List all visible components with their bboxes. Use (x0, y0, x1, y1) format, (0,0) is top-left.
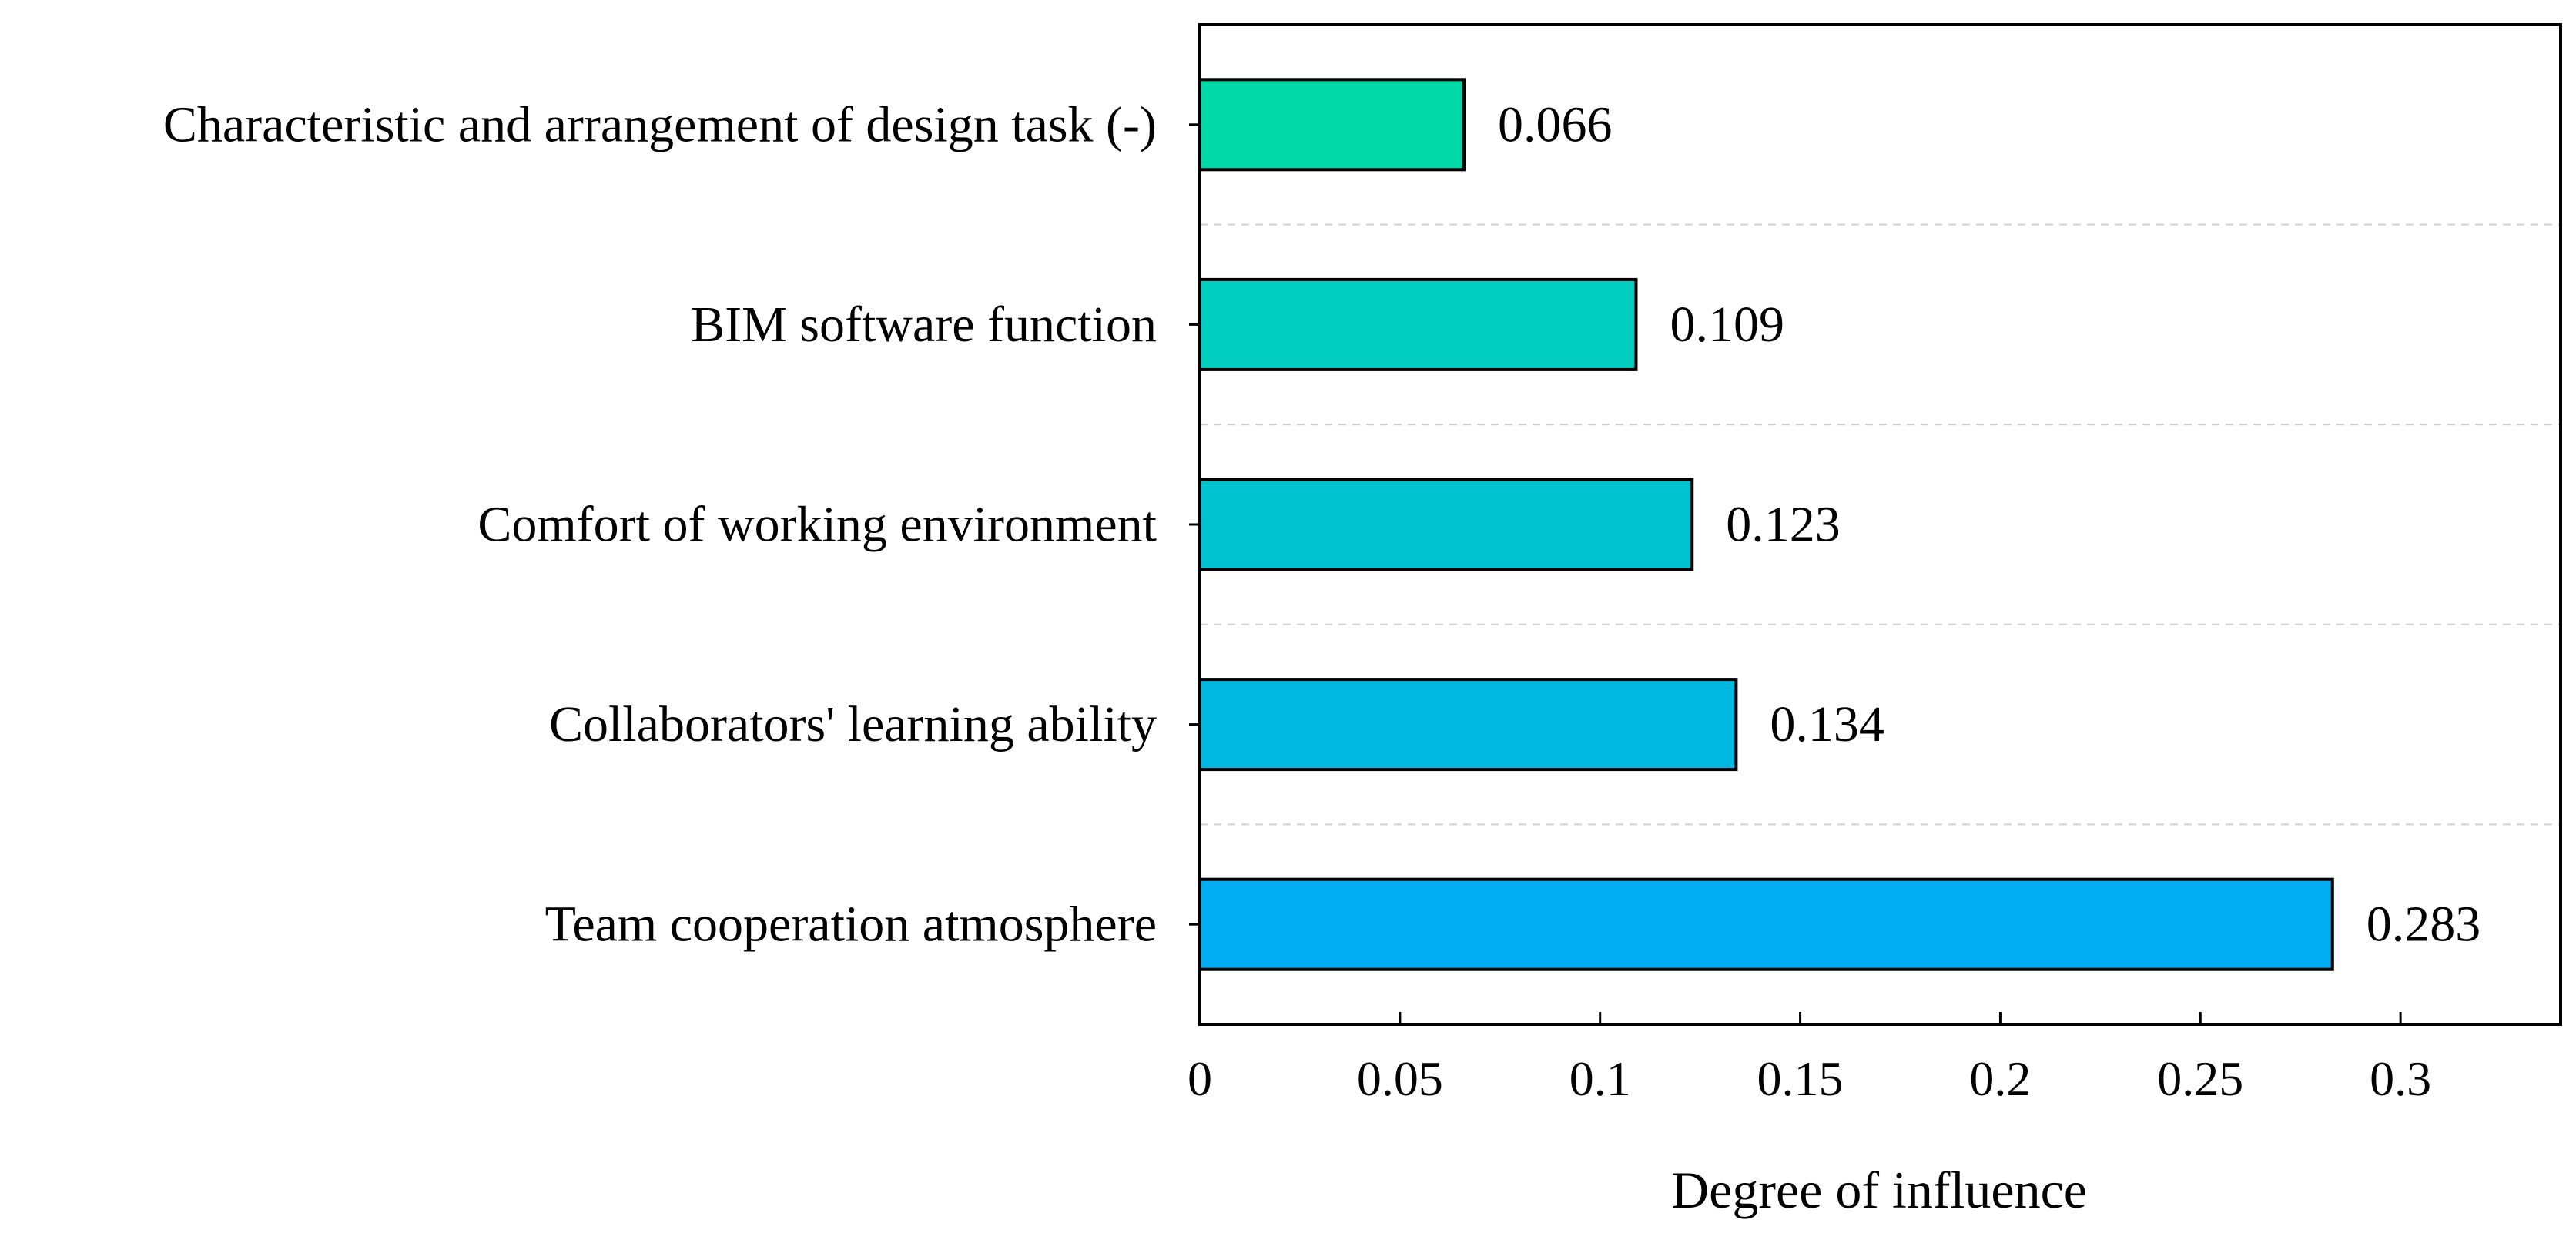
x-axis-ticks: 0 0.05 0.1 0.15 0.2 0.25 0.3 (1188, 1012, 2431, 1106)
value-labels: 0.066 0.109 0.123 0.134 0.283 (1498, 96, 2481, 952)
x-tick-label: 0.3 (2370, 1051, 2431, 1106)
bar (1198, 877, 2334, 971)
bar (1198, 678, 1738, 772)
x-tick-label: 0.25 (2157, 1051, 2243, 1106)
category-labels: Characteristic and arrangement of design… (163, 96, 1157, 952)
x-tick-label: 0 (1188, 1051, 1212, 1106)
x-axis-title: Degree of influence (1671, 1161, 2087, 1219)
x-tick-label: 0.2 (1969, 1051, 2031, 1106)
bars (1189, 78, 2334, 971)
data-label: 0.123 (1726, 497, 1841, 553)
category-label: Team cooperation atmosphere (545, 896, 1157, 953)
x-tick-label: 0.1 (1569, 1051, 1631, 1106)
category-label: Comfort of working environment (477, 497, 1157, 553)
gridlines (1200, 223, 2561, 826)
category-label: BIM software function (691, 297, 1157, 353)
data-label: 0.066 (1498, 96, 1613, 152)
data-label: 0.134 (1770, 696, 1884, 752)
bar (1198, 478, 1694, 571)
x-tick-label: 0.05 (1357, 1051, 1443, 1106)
data-label: 0.109 (1670, 297, 1784, 353)
bar (1198, 277, 1638, 371)
category-label: Characteristic and arrangement of design… (163, 96, 1157, 152)
data-label: 0.283 (2367, 896, 2481, 953)
plot-area-frame (1198, 23, 2562, 1026)
category-label: Collaborators' learning ability (549, 696, 1157, 752)
x-tick-label: 0.15 (1757, 1051, 1844, 1106)
bar (1198, 78, 1466, 172)
